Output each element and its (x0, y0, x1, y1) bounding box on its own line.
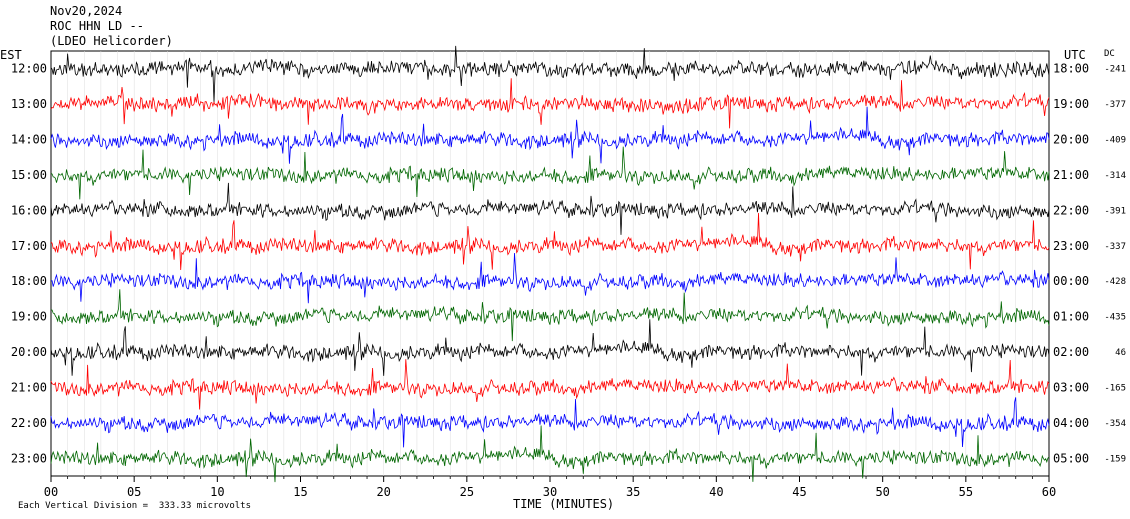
trace-1700 (50, 212, 1050, 271)
x-tick-label: 05 (127, 485, 141, 499)
dc-offset-label: -409 (1104, 136, 1126, 146)
dc-offset-label: 46 (1115, 348, 1126, 358)
trace-1200 (50, 45, 1050, 103)
trace-1900 (50, 289, 1050, 342)
utc-hour-label: 02:00 (1053, 345, 1089, 359)
dc-header-label: DC (1104, 49, 1115, 59)
est-hour-label: 20:00 (11, 345, 47, 359)
trace-1400 (50, 106, 1050, 164)
trace-2000 (50, 319, 1050, 376)
dc-offset-label: -428 (1104, 277, 1126, 287)
x-axis-title: TIME (MINUTES) (513, 497, 615, 511)
utc-hour-label: 18:00 (1053, 62, 1089, 76)
est-hour-label: 19:00 (11, 310, 47, 324)
dc-offset-label: -165 (1104, 383, 1126, 393)
est-hour-label: 18:00 (11, 274, 47, 288)
trace-1600 (50, 182, 1050, 235)
trace-1300 (50, 78, 1050, 129)
utc-hour-label: 23:00 (1053, 239, 1089, 253)
utc-hour-label: 01:00 (1053, 310, 1089, 324)
x-tick-label: 40 (709, 485, 723, 499)
utc-hour-label: 04:00 (1053, 416, 1089, 430)
x-tick-label: 45 (792, 485, 806, 499)
dc-offset-label: -435 (1104, 313, 1126, 323)
trace-2100 (50, 359, 1050, 410)
est-hour-label: 12:00 (11, 62, 47, 76)
est-hour-label: 22:00 (11, 416, 47, 430)
x-tick-label: 15 (293, 485, 307, 499)
dc-offset-label: -377 (1104, 100, 1126, 110)
x-tick-label: 25 (460, 485, 474, 499)
x-tick-label: 60 (1042, 485, 1056, 499)
dc-offset-label: -337 (1104, 242, 1126, 252)
est-hour-label: 13:00 (11, 97, 47, 111)
x-tick-label: 55 (959, 485, 973, 499)
dc-offset-label: -391 (1104, 206, 1126, 216)
utc-hour-label: 05:00 (1053, 451, 1089, 465)
x-tick-label: 00 (44, 485, 58, 499)
header-source: (LDEO Helicorder) (50, 34, 173, 48)
trace-2200 (50, 397, 1050, 448)
trace-1800 (51, 252, 1050, 304)
est-hour-label: 23:00 (11, 451, 47, 465)
utc-hour-label: 19:00 (1053, 97, 1089, 111)
utc-hour-label: 03:00 (1053, 380, 1089, 394)
utc-hour-label: 21:00 (1053, 168, 1089, 182)
utc-hour-label: 00:00 (1053, 274, 1089, 288)
utc-hour-label: 22:00 (1053, 203, 1089, 217)
x-tick-label: 10 (210, 485, 224, 499)
x-tick-label: 35 (626, 485, 640, 499)
est-hour-label: 14:00 (11, 133, 47, 147)
dc-offset-label: -241 (1104, 65, 1126, 75)
est-hour-label: 15:00 (11, 168, 47, 182)
est-hour-label: 17:00 (11, 239, 47, 253)
right-timezone-label: UTC (1064, 48, 1086, 62)
x-tick-label: 20 (376, 485, 390, 499)
dc-offset-label: -314 (1104, 171, 1126, 181)
est-hour-label: 21:00 (11, 380, 47, 394)
header-date: Nov20,2024 (50, 4, 123, 18)
trace-2300 (50, 425, 1050, 483)
header-station: ROC HHN LD -- (50, 19, 144, 33)
dc-offset-label: -159 (1104, 454, 1126, 464)
utc-hour-label: 20:00 (1053, 133, 1089, 147)
trace-1500 (50, 146, 1050, 200)
x-tick-label: 30 (543, 485, 557, 499)
x-tick-label: 50 (875, 485, 889, 499)
left-timezone-label: EST (0, 48, 22, 62)
scale-footnote: Each Vertical Division = 333.33 microvol… (18, 501, 251, 511)
dc-offset-label: -354 (1104, 419, 1126, 429)
est-hour-label: 16:00 (11, 203, 47, 217)
